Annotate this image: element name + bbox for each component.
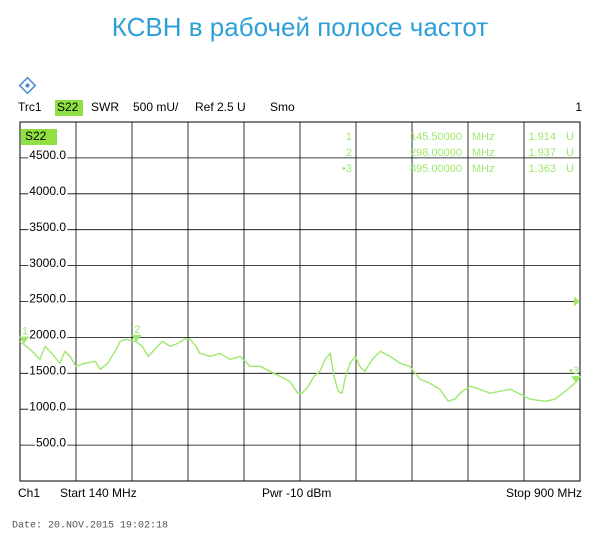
label-bg <box>28 363 68 378</box>
marker-label: •3 <box>569 365 579 377</box>
ref-marker <box>574 296 580 307</box>
marker-row-name: •3 <box>342 163 352 175</box>
channel: Ch1 <box>18 486 40 500</box>
label-bg <box>28 183 68 198</box>
marker-label: 1 <box>22 325 28 337</box>
marker-row-value: 1.914 <box>528 131 556 143</box>
y-tick-label: 2000.0 <box>29 328 66 342</box>
marker-row-x-unit: MHz <box>472 131 495 143</box>
y-tick-label: 2500.0 <box>29 292 66 306</box>
marker-row-value: 1.937 <box>528 147 556 159</box>
label-bg <box>28 219 68 234</box>
label-bg <box>34 435 68 450</box>
label-bg <box>28 399 68 414</box>
marker-row-x-unit: MHz <box>472 163 495 175</box>
stop: Stop 900 MHz <box>506 486 582 500</box>
y-tick-label: 1500.0 <box>29 363 66 377</box>
y-tick-label: 4500.0 <box>29 148 66 162</box>
y-tick-label: 3000.0 <box>29 256 66 270</box>
smoothing: Smo <box>270 100 295 114</box>
title: КСВН в рабочей полосе частот <box>112 12 489 42</box>
marker-row-unit: U <box>566 131 574 143</box>
trace-line <box>19 337 581 403</box>
marker-label: 2 <box>134 324 140 336</box>
marker-row-unit: U <box>566 163 574 175</box>
param-badge <box>55 100 83 116</box>
marker-row-name: 2 <box>346 147 352 159</box>
y-tick-label: 1000.0 <box>29 399 66 413</box>
start: Start 140 MHz <box>60 486 137 500</box>
logo <box>18 76 37 95</box>
y-tick-label: 3500.0 <box>29 220 66 234</box>
parameter: S22 <box>57 100 79 114</box>
marker <box>131 334 142 342</box>
y-tick-label: 500.0 <box>36 435 66 449</box>
param-badge <box>21 129 57 145</box>
window: 1 <box>575 100 582 114</box>
marker-row-value: 1.363 <box>528 163 556 175</box>
marker <box>571 376 582 384</box>
marker-row-name: 1 <box>346 131 352 143</box>
format: SWR <box>91 100 119 114</box>
label-bg <box>28 148 68 163</box>
label-bg <box>28 327 68 342</box>
marker-row-x: 895.00000 <box>410 163 462 175</box>
parameter: S22 <box>25 129 47 143</box>
label-bg <box>28 291 68 306</box>
marker-row-x-unit: MHz <box>472 147 495 159</box>
marker-row-unit: U <box>566 147 574 159</box>
marker-row-x: 145.50000 <box>410 131 462 143</box>
marker <box>19 336 30 344</box>
date: Date: 20.NOV.2015 19:02:18 <box>12 521 168 532</box>
y-tick-label: 4000.0 <box>29 184 66 198</box>
power: Pwr -10 dBm <box>262 486 331 500</box>
label-bg <box>28 255 68 270</box>
trace-name: Trc1 <box>18 100 42 114</box>
scale: 500 mU/ <box>133 100 179 114</box>
marker-row-x: 298.00000 <box>410 147 462 159</box>
ref: Ref 2.5 U <box>195 100 246 114</box>
